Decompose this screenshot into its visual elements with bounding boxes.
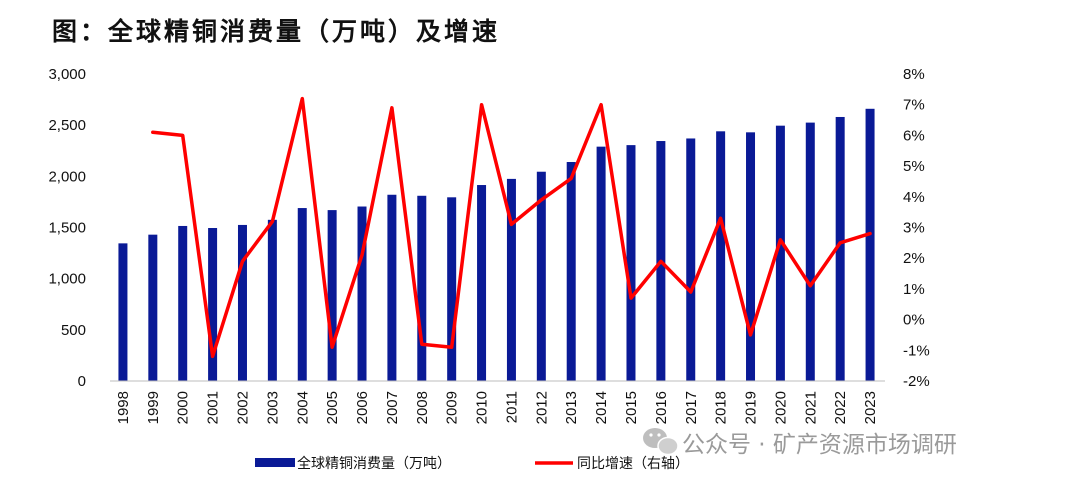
- left-axis-ticks: 0 500 1,000 1,500 2,000 2,500 3,000: [48, 66, 86, 390]
- x-tick-label: 2020: [772, 391, 789, 424]
- left-tick-label: 3,000: [48, 66, 86, 83]
- left-tick-label: 1,500: [48, 220, 86, 237]
- x-tick-label: 1999: [145, 391, 162, 424]
- bar: [327, 210, 337, 381]
- bar: [178, 225, 188, 381]
- right-tick-label: 5%: [903, 158, 925, 175]
- growth-line: [151, 96, 872, 359]
- x-tick-label: 2013: [563, 391, 580, 424]
- bar: [536, 171, 546, 381]
- legend-bar-swatch: [255, 458, 295, 467]
- x-tick-label: 1998: [115, 391, 132, 424]
- right-tick-label: 2%: [903, 250, 925, 267]
- left-tick-label: 1,000: [48, 271, 86, 288]
- bar: [596, 146, 606, 381]
- bar: [357, 206, 367, 381]
- left-tick-label: 0: [78, 373, 86, 390]
- right-tick-label: 6%: [903, 127, 925, 144]
- wechat-icon: [643, 428, 679, 456]
- x-tick-label: 2008: [414, 391, 431, 424]
- bar: [237, 224, 247, 381]
- right-axis-ticks: -2% -1% 0% 1% 2% 3% 4% 5% 6% 7% 8%: [903, 66, 930, 390]
- legend-line-label: 同比增速（右轴）: [577, 456, 689, 472]
- bar: [387, 194, 397, 381]
- legend-bar-label: 全球精铜消费量（万吨）: [297, 455, 451, 472]
- right-tick-label: 4%: [903, 189, 925, 206]
- bar: [566, 162, 576, 381]
- x-tick-label: 2019: [743, 391, 760, 424]
- right-tick-label: 0%: [903, 312, 925, 329]
- x-tick-label: 2007: [384, 391, 401, 424]
- left-tick-label: 2,000: [48, 168, 86, 185]
- left-tick-label: 2,500: [48, 117, 86, 134]
- bar: [118, 243, 128, 381]
- bar: [447, 197, 457, 381]
- bar: [297, 208, 307, 381]
- left-tick-label: 500: [61, 322, 86, 339]
- x-tick-label: 2000: [175, 391, 192, 424]
- bar: [716, 131, 726, 381]
- right-tick-label: 3%: [903, 220, 925, 237]
- x-tick-label: 2009: [444, 391, 461, 424]
- x-tick-label: 2011: [503, 391, 520, 423]
- bar: [775, 125, 785, 381]
- right-tick-label: -2%: [903, 373, 930, 390]
- right-tick-label: 8%: [903, 66, 925, 83]
- x-tick-label: 2004: [294, 391, 311, 424]
- x-tick-label: 2001: [205, 391, 222, 424]
- x-tick-label: 2012: [533, 391, 550, 424]
- watermark-text: 公众号 · 矿产资源市场调研: [682, 432, 957, 458]
- bar: [477, 185, 487, 381]
- x-tick-label: 2016: [653, 391, 670, 424]
- bar: [865, 108, 875, 381]
- x-tick-label: 2002: [234, 391, 251, 424]
- right-tick-label: 7%: [903, 97, 925, 114]
- x-tick-label: 2006: [354, 391, 371, 424]
- x-tick-label: 2015: [623, 391, 640, 424]
- bar: [208, 228, 218, 381]
- bar: [746, 132, 756, 381]
- bar: [835, 116, 845, 381]
- right-tick-label: -1%: [903, 342, 930, 359]
- x-tick-label: 2010: [474, 391, 491, 424]
- chart-title: 图：全球精铜消费量（万吨）及增速: [52, 17, 501, 46]
- bar: [626, 145, 636, 381]
- bar: [686, 138, 696, 381]
- bar-series: [118, 108, 875, 381]
- x-tick-label: 2003: [264, 391, 281, 424]
- x-axis-ticks: 1998 1999 2000 2001 2002 2003 2004 2005 2006 2007…: [115, 391, 879, 424]
- x-tick-label: 2005: [324, 391, 341, 424]
- x-tick-label: 2021: [802, 391, 819, 424]
- x-tick-label: 2014: [593, 391, 610, 424]
- x-tick-label: 2022: [832, 391, 849, 424]
- x-tick-label: 2017: [683, 391, 700, 424]
- bar: [267, 219, 277, 381]
- bar: [148, 234, 158, 381]
- x-tick-label: 2023: [862, 391, 879, 424]
- bar: [805, 122, 815, 381]
- bar: [417, 195, 427, 381]
- bar: [506, 178, 516, 381]
- right-tick-label: 1%: [903, 281, 925, 298]
- x-tick-label: 2018: [713, 391, 730, 424]
